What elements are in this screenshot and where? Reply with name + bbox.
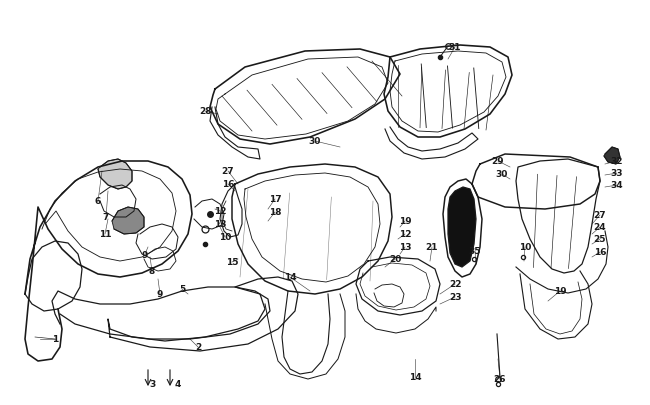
Text: 9: 9 (142, 250, 148, 259)
Text: 25: 25 (593, 235, 606, 244)
Text: 14: 14 (409, 373, 421, 382)
Text: 19: 19 (398, 217, 411, 226)
Text: 15: 15 (226, 258, 239, 267)
Text: 21: 21 (426, 243, 438, 252)
Text: 16: 16 (593, 248, 606, 257)
Text: 19: 19 (554, 287, 566, 296)
Polygon shape (98, 160, 132, 190)
Text: 35: 35 (469, 247, 481, 256)
Text: 13: 13 (398, 243, 411, 252)
Text: 20: 20 (389, 255, 401, 264)
Text: 6: 6 (95, 197, 101, 206)
Text: 7: 7 (103, 213, 109, 222)
Text: 8: 8 (149, 267, 155, 276)
Text: 23: 23 (448, 293, 461, 302)
Text: 27: 27 (593, 211, 606, 220)
Text: 30: 30 (309, 137, 321, 146)
Text: 34: 34 (611, 181, 623, 190)
Text: 26: 26 (494, 375, 506, 384)
Text: 32: 32 (611, 157, 623, 166)
Text: 33: 33 (611, 169, 623, 178)
Text: 17: 17 (268, 195, 281, 204)
Text: 5: 5 (179, 285, 185, 294)
Text: 12: 12 (398, 230, 411, 239)
Text: 9: 9 (157, 290, 163, 299)
Text: 10: 10 (519, 243, 531, 252)
Text: 16: 16 (222, 180, 234, 189)
Polygon shape (604, 148, 620, 164)
Text: 11: 11 (99, 230, 111, 239)
Text: 10: 10 (219, 233, 231, 242)
Text: 12: 12 (214, 207, 226, 216)
Polygon shape (112, 207, 144, 234)
Text: 4: 4 (175, 379, 181, 388)
Text: 27: 27 (222, 167, 234, 176)
Text: 13: 13 (214, 220, 226, 229)
Text: 18: 18 (268, 208, 281, 217)
Text: 1: 1 (52, 335, 58, 344)
Text: 14: 14 (283, 273, 296, 282)
Text: 2: 2 (195, 343, 201, 352)
Text: 22: 22 (448, 280, 461, 289)
Text: 31: 31 (448, 43, 461, 52)
Text: 3: 3 (149, 379, 155, 388)
Text: 28: 28 (199, 107, 211, 116)
Text: 29: 29 (491, 157, 504, 166)
Polygon shape (448, 188, 476, 267)
Text: 24: 24 (593, 223, 606, 232)
Text: 30: 30 (496, 170, 508, 179)
